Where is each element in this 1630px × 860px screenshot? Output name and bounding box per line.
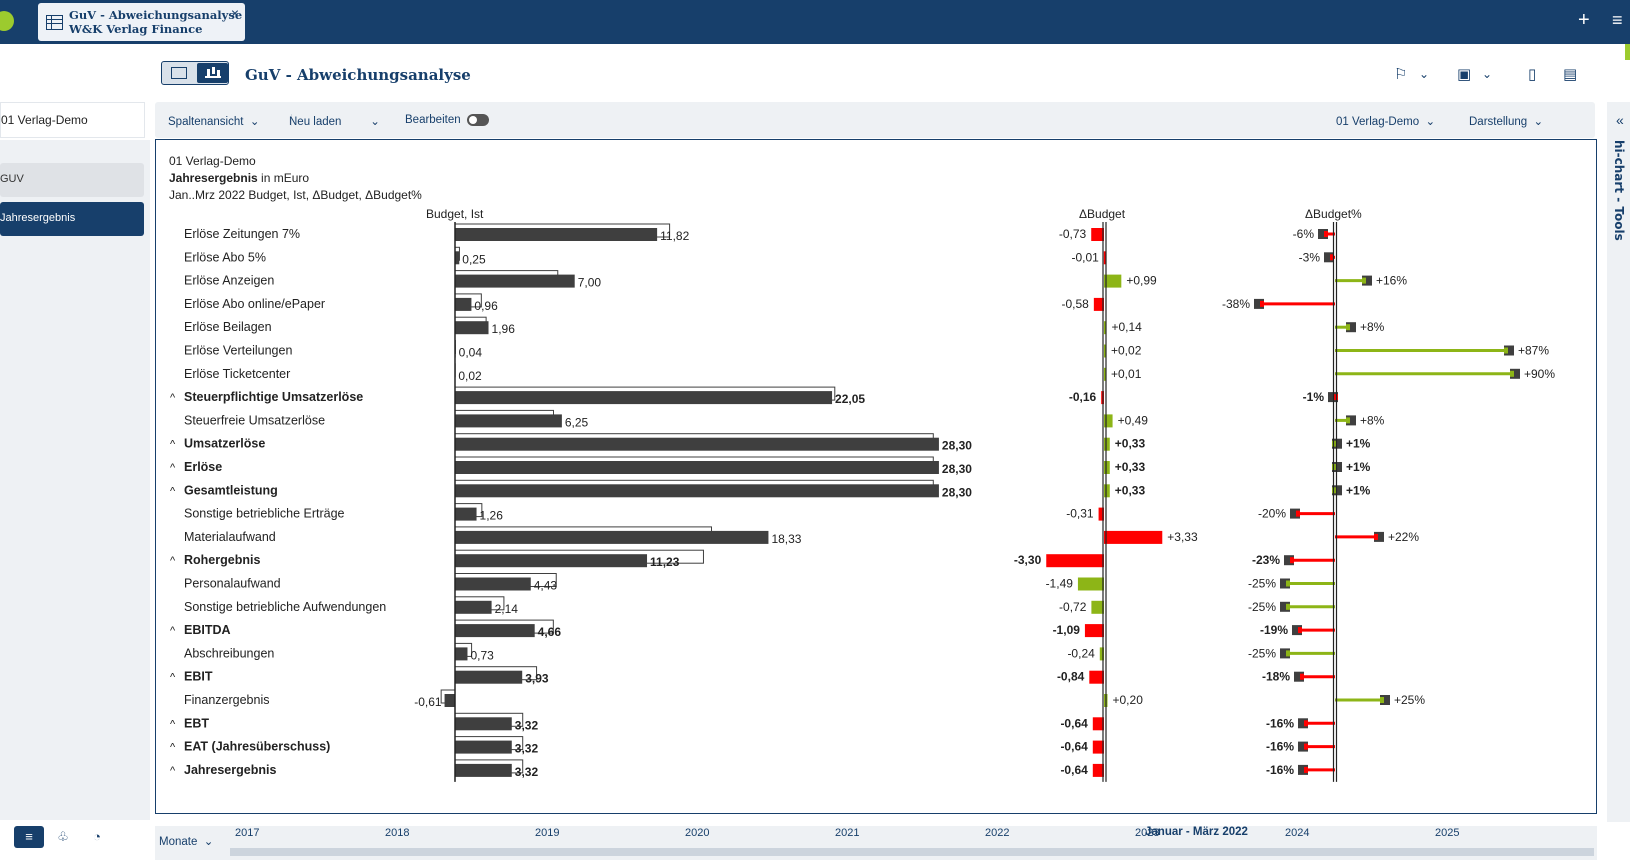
reload-label: Neu laden [289,116,342,128]
bar-chart-icon [205,68,221,78]
period-unit-dropdown[interactable]: Monate ⌄ [159,836,214,848]
view-toggle [161,61,229,85]
timeline-year-label[interactable]: 2022 [985,827,1010,839]
display-label: Darstellung [1469,116,1528,128]
tree-view-button[interactable]: ♧ [57,829,69,844]
timeline-year-label[interactable]: 2018 [385,827,410,839]
excel-icon[interactable]: ▣ [1457,66,1472,83]
sidebar-item-label: Jahresergebnis [0,212,76,224]
toolbar: Spaltenansicht ⌄ | Neu laden ⌄ Bearbeite… [155,102,1595,138]
timeline-year-label[interactable]: 2017 [235,827,260,839]
page-title: GuV - Abweichungsanalyse [245,66,471,84]
timeline: Monate ⌄ Januar - März 2022 2017 2018 2019… [155,826,1597,860]
chart-view-button[interactable] [197,63,228,83]
reload-dropdown[interactable]: Neu laden ⌄ [289,116,380,128]
chevron-down-icon[interactable]: ⌄ [1482,67,1493,81]
tab-title: GuV - Abweichungsanalyse [69,8,243,22]
timeline-year-label[interactable]: 2024 [1285,827,1310,839]
entity-dropdown[interactable]: 01 Verlag-Demo ⌄ [1336,116,1436,128]
add-tab-button[interactable]: + [1578,9,1590,31]
edit-label: Bearbeiten [405,114,461,126]
table-icon [171,67,187,79]
display-dropdown[interactable]: Darstellung ⌄ [1469,116,1544,128]
sidebar-item-guv[interactable]: GUV [0,163,144,197]
timeline-year-label[interactable]: 2023 [1135,827,1160,839]
period-unit-label: Monate [159,836,198,848]
table-view-button[interactable] [164,64,194,82]
save-icon[interactable]: ▤ [1563,66,1578,83]
column-view-dropdown[interactable]: Spaltenansicht ⌄ [168,116,260,128]
document-icon[interactable]: ▯ [1528,66,1537,83]
chevrons-left-icon[interactable]: « [1616,112,1624,128]
table-icon [46,15,63,30]
timeline-track[interactable] [230,848,1594,856]
chart-area [155,139,1597,814]
timeline-year-label[interactable]: 2025 [1435,827,1460,839]
left-sidebar [0,140,150,820]
timeline-year-label[interactable]: 2019 [535,827,560,839]
chart-period: Jan..Mrz 2022 Budget, Ist, ΔBudget, ΔBud… [169,188,422,202]
app-logo-icon[interactable] [0,11,14,31]
chart-entity: 01 Verlag-Demo [169,154,256,168]
right-tools-panel [1607,102,1630,822]
entity-dropdown-label: 01 Verlag-Demo [1336,116,1420,128]
chart-measure-unit: in mEuro [257,171,310,185]
top-bar: GuV - Abweichungsanalyse W&K Verlag Fina… [0,0,1630,44]
timeline-year-label[interactable]: 2020 [685,827,710,839]
edge-marker [1625,44,1630,60]
entity-selector[interactable]: 01 Verlag-Demo [0,102,145,138]
menu-icon[interactable]: ≡ [1612,10,1623,30]
globe-view-button[interactable]: ◔ [93,829,101,844]
sidebar-item-label: GUV [0,173,24,185]
chart-measure-name: Jahresergebnis [169,171,258,185]
timeline-year-label[interactable]: 2021 [835,827,860,839]
edit-toggle[interactable] [467,114,489,126]
close-icon[interactable]: × [230,5,239,21]
column-view-label: Spaltenansicht [168,116,244,128]
chevron-down-icon[interactable]: ⌄ [1419,67,1430,81]
tab-subtitle: W&K Verlag Finance [69,22,203,36]
tools-panel-label[interactable]: hi-chart - Tools [1612,140,1626,241]
list-view-button[interactable]: ≡ [14,826,44,848]
timeline-selection[interactable]: Januar - März 2022 [1145,826,1248,838]
sidebar-item-jahresergebnis[interactable]: Jahresergebnis [0,202,144,236]
chart-measure: Jahresergebnis in mEuro [169,171,309,185]
document-tab[interactable]: GuV - Abweichungsanalyse W&K Verlag Fina… [38,3,245,41]
entity-label: 01 Verlag-Demo [1,113,88,127]
flag-icon[interactable]: ⚐ [1394,66,1408,83]
